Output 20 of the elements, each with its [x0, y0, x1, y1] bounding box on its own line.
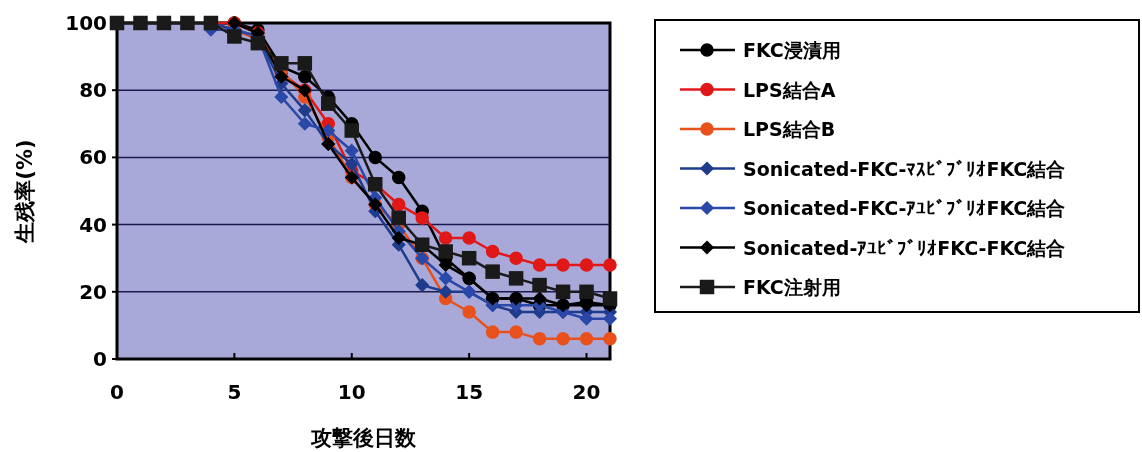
y-tick-label: 80 [79, 78, 107, 103]
y-tick-label: 20 [79, 279, 107, 304]
legend-label: LPS結合A [743, 78, 836, 101]
x-tick-label: 20 [572, 380, 601, 404]
y-tick-label: 40 [79, 212, 107, 237]
x-tick-label: 10 [337, 380, 366, 404]
legend-label: LPS結合B [743, 118, 836, 140]
legend-label: FKC浸漬用 [743, 39, 841, 61]
legend-label: FKC注射用 [743, 276, 841, 298]
legend-label: Sonicated-FKC-ﾏｽﾋﾞﾌﾞﾘｵFKC結合 [743, 157, 1066, 180]
x-tick-label: 15 [455, 380, 484, 404]
legend-label: Sonicated-FKC-ｱﾕﾋﾞﾌﾞﾘｵFKC結合 [743, 197, 1066, 219]
x-tick-label: 5 [227, 380, 242, 404]
y-tick-label: 60 [79, 145, 107, 170]
x-axis-title: 攻撃後日数 [310, 426, 417, 450]
x-tick-label: 0 [110, 380, 124, 404]
y-axis-title: 生残率(%) [13, 139, 37, 244]
y-tick-label: 0 [93, 347, 107, 371]
y-tick-label: 100 [65, 11, 107, 35]
legend-label: Sonicated-ｱﾕﾋﾞﾌﾞﾘｵFKC-FKC結合 [743, 236, 1066, 259]
